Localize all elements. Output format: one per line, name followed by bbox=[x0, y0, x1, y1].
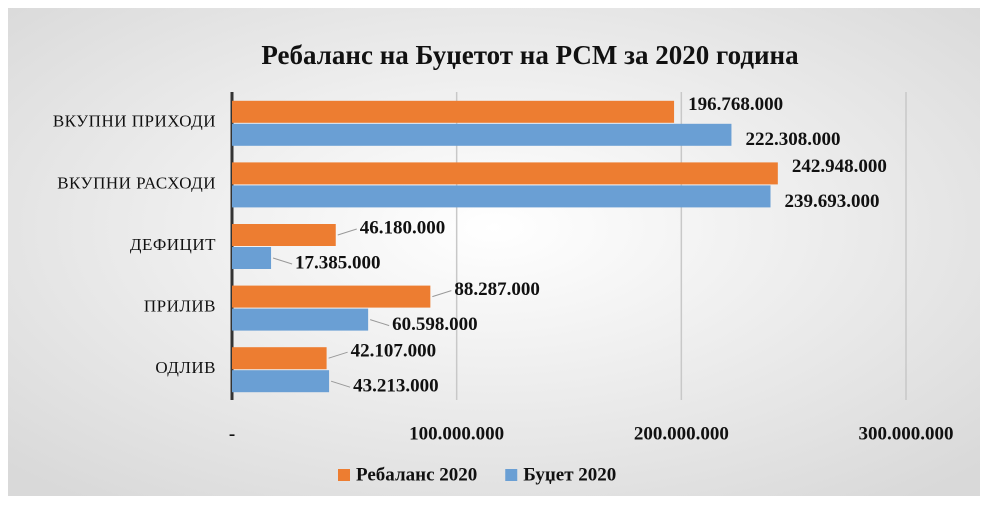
data-label: 239.693.000 bbox=[785, 191, 880, 212]
data-label: 196.768.000 bbox=[688, 94, 783, 115]
bar bbox=[232, 347, 327, 370]
x-tick-label: 200.000.000 bbox=[634, 423, 729, 444]
data-label: 42.107.000 bbox=[351, 341, 437, 362]
bar bbox=[232, 185, 771, 208]
data-label: 46.180.000 bbox=[360, 217, 446, 238]
y-tick-label: ПРИЛИВ bbox=[144, 297, 216, 316]
legend-label: Буџет 2020 bbox=[523, 464, 616, 485]
leader-line bbox=[337, 228, 357, 236]
x-tick-label: - bbox=[229, 423, 235, 444]
bar bbox=[232, 100, 675, 123]
x-tick-label: 300.000.000 bbox=[859, 423, 954, 444]
bar bbox=[232, 247, 272, 269]
leader-line bbox=[272, 257, 293, 265]
leader-line bbox=[369, 319, 390, 327]
data-label: 242.948.000 bbox=[792, 156, 887, 177]
data-label: 88.287.000 bbox=[454, 279, 539, 300]
data-label: 60.598.000 bbox=[392, 314, 478, 335]
y-tick-label: ДЕФИЦИТ bbox=[130, 235, 216, 254]
leader-line bbox=[330, 380, 351, 388]
bar bbox=[232, 123, 732, 146]
legend-swatch bbox=[338, 469, 350, 481]
bar bbox=[232, 308, 369, 331]
data-label: 43.213.000 bbox=[353, 376, 439, 397]
y-tick-label: ВКУПНИ ПРИХОДИ bbox=[53, 112, 216, 131]
y-tick-label: ВКУПНИ РАСХОДИ bbox=[57, 173, 216, 192]
bar bbox=[232, 162, 778, 185]
leader-line bbox=[432, 290, 452, 298]
data-label: 17.385.000 bbox=[295, 252, 381, 273]
x-tick-label: 100.000.000 bbox=[409, 423, 504, 444]
y-tick-label: ОДЛИВ bbox=[155, 358, 216, 377]
chart-background bbox=[8, 8, 980, 496]
data-label: 222.308.000 bbox=[745, 129, 840, 150]
leader-line bbox=[328, 351, 348, 359]
bar bbox=[232, 285, 431, 308]
chart-title: Ребаланс на Буџетот на РСМ за 2020 годин… bbox=[261, 40, 799, 70]
legend-swatch bbox=[505, 469, 518, 481]
bar bbox=[232, 224, 336, 246]
bar bbox=[232, 370, 330, 393]
legend-label: Ребаланс 2020 bbox=[356, 464, 477, 485]
